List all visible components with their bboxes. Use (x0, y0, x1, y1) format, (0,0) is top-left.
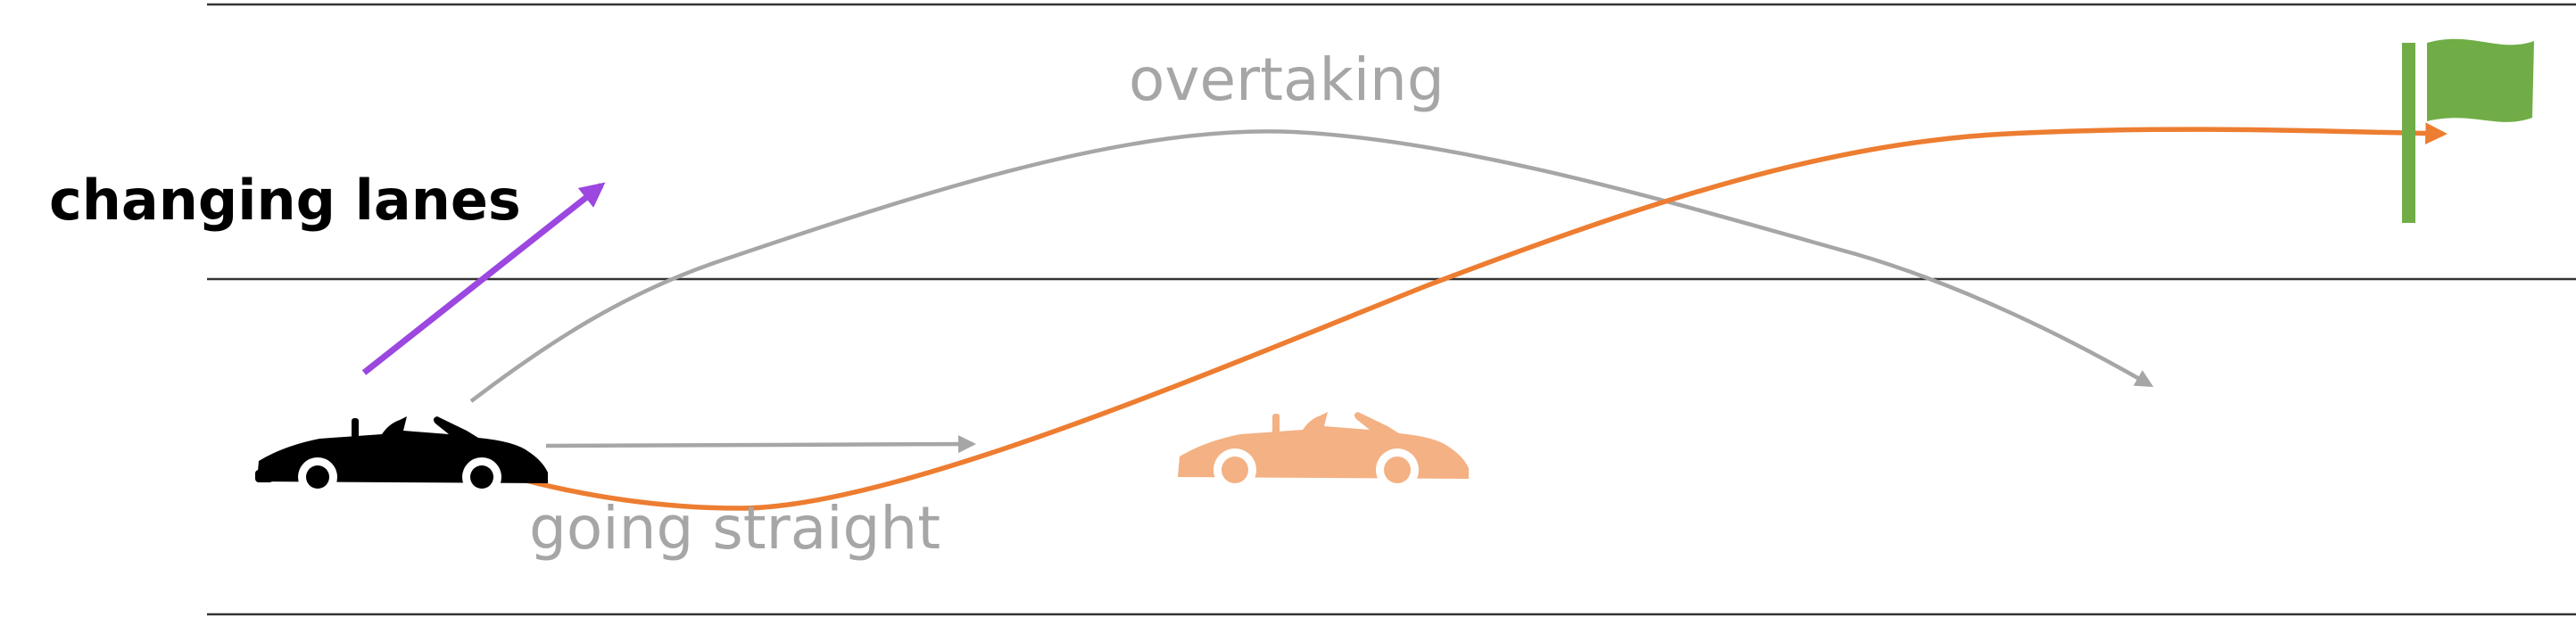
changing-lanes-arrow (361, 182, 606, 375)
planned-trajectory-path (418, 122, 2448, 511)
goal-flag-icon (2402, 38, 2534, 223)
going-straight-label: going straight (529, 494, 940, 563)
going-straight-path-arrow (545, 434, 977, 454)
overtaking-path-arrow (469, 129, 2154, 403)
changing-lanes-label: changing lanes (49, 168, 521, 233)
ego-car-icon (255, 416, 548, 497)
overtaking-label: overtaking (1129, 45, 1445, 114)
other-car-icon (1178, 412, 1469, 491)
